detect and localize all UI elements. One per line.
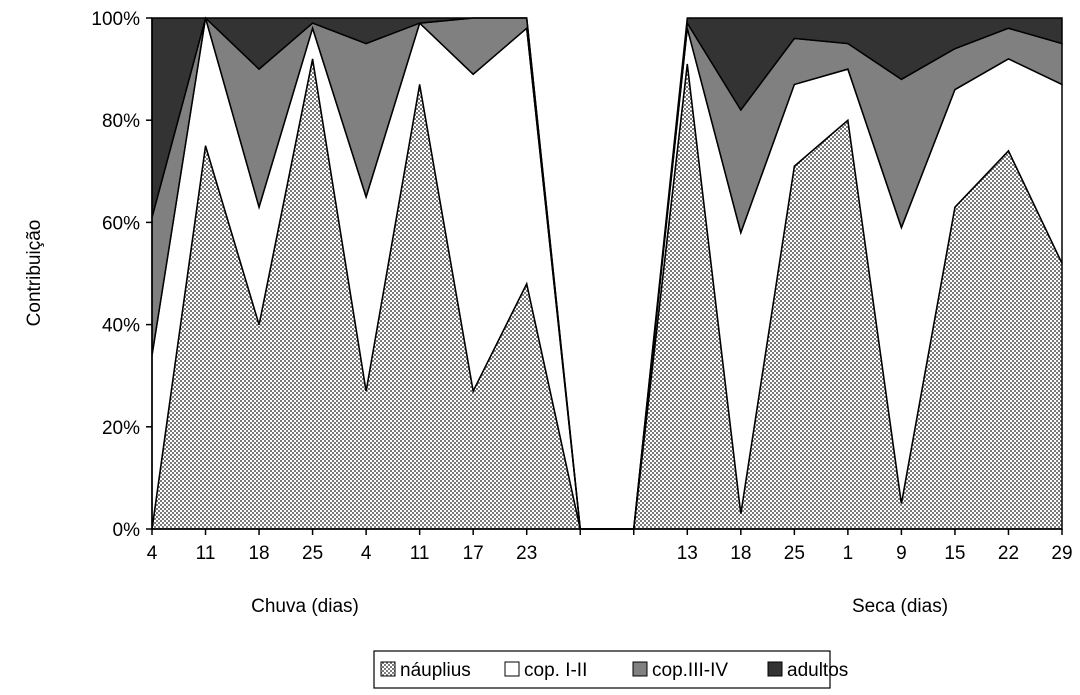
x-tick-label: 29 [1051,543,1072,564]
x-tick-label: 25 [302,543,323,564]
x-tick-label: 18 [730,543,751,564]
legend-label: adultos [787,660,848,681]
x-tick-label: 11 [196,543,216,564]
x-tick-label: 4 [147,543,158,564]
legend-label: cop. I-II [524,660,587,681]
x-tick-label: 9 [896,543,907,564]
series-areas [151,16,1063,530]
group-label: Chuva (dias) [251,596,359,617]
y-tick-label: 80% [102,111,140,132]
x-tick-label: 18 [248,543,269,564]
y-tick-label: 40% [102,316,140,337]
group-labels: Chuva (dias) Seca (dias) [251,596,948,617]
tick-labels: 0% 20% 40% 60% 80% 100% 4 11 18 25 4 11 17 23 13 18 25 1 9… [91,9,1072,564]
x-tick-label: 1 [843,543,854,564]
y-axis-title: Contribuição [24,220,45,327]
y-tick-label: 0% [113,520,141,541]
legend-box [373,650,831,689]
axes [146,17,1063,535]
legend-label: cop.III-IV [652,660,728,681]
legend-swatch [767,661,783,677]
x-tick-label: 22 [998,543,1019,564]
x-tick-label: 25 [784,543,805,564]
x-tick-label: 4 [361,543,372,564]
x-tick-label: 15 [944,543,965,564]
y-tick-label: 100% [91,9,140,30]
x-tick-label: 23 [516,543,537,564]
legend-swatch [504,661,520,677]
y-tick-label: 20% [102,418,140,439]
area-3 [151,16,1063,530]
group-label: Seca (dias) [852,596,948,617]
x-tick-label: 17 [463,543,484,564]
legend-swatch [632,661,648,677]
legend-label: náuplius [400,660,471,681]
legend: náuplius cop. I-II cop.III-IV adultos [373,650,848,689]
legend-swatch [380,661,396,677]
x-tick-label: 11 [410,543,430,564]
y-tick-label: 60% [102,213,140,234]
x-tick-label: 13 [677,543,698,564]
